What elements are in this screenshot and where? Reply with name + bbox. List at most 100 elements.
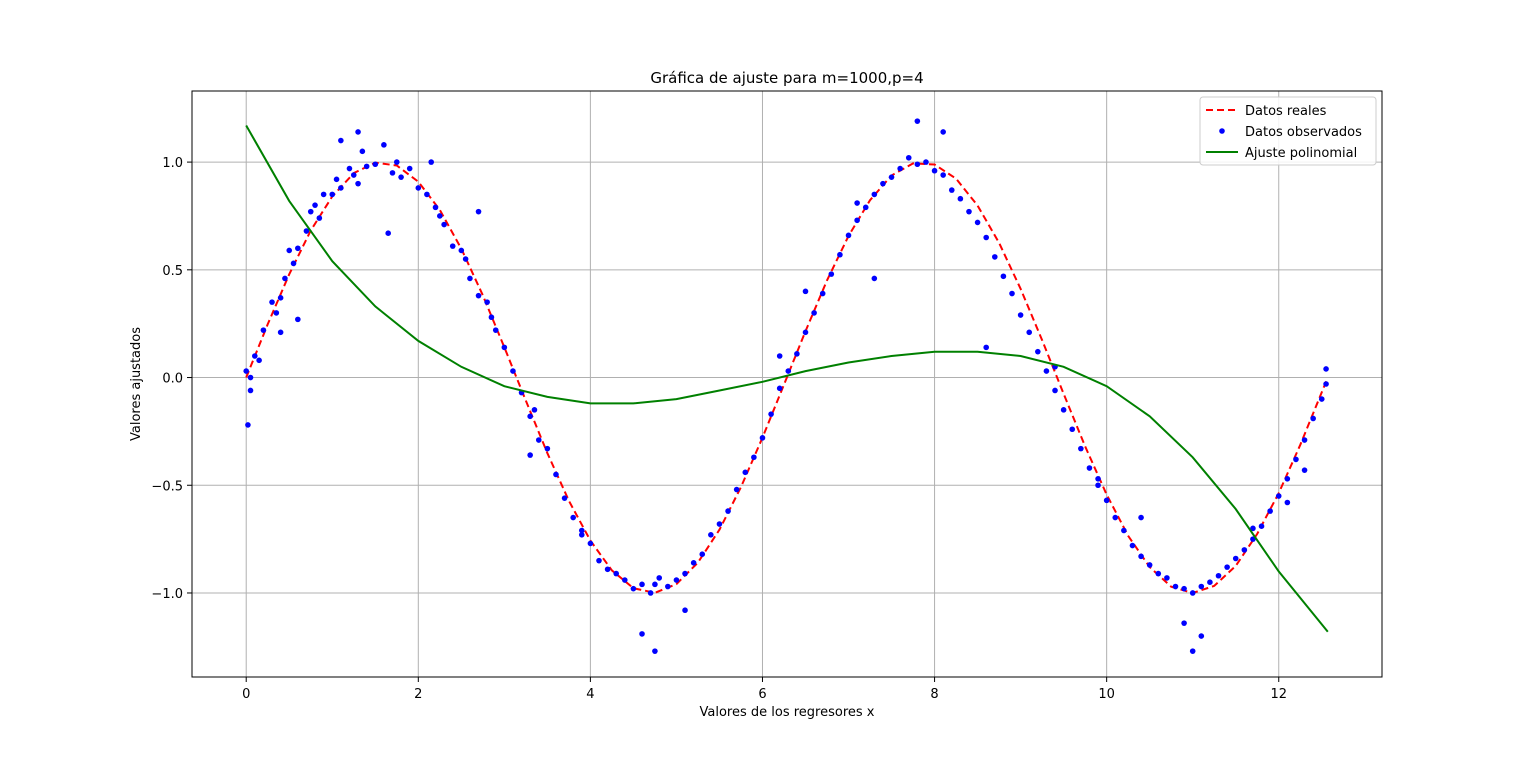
data-point [725,508,731,514]
data-point [1121,527,1127,534]
data-point [957,195,964,202]
x-tick-label: 12 [1270,687,1287,702]
data-point [316,215,323,221]
legend-label-ajuste-polinomial: Ajuste polinomial [1245,146,1357,161]
data-point [475,208,482,215]
data-point [828,271,835,277]
x-tick-label: 0 [242,687,250,702]
data-point [785,368,792,374]
data-point [897,165,903,172]
data-point [269,299,275,305]
data-point [1318,396,1325,402]
data-point [501,344,508,351]
data-point [282,275,288,282]
data-point [458,247,465,254]
legend-label-datos-reales: Datos reales [1245,104,1327,119]
data-point [652,581,658,588]
y-tick-label: −0.5 [151,479,183,494]
data-point [1000,273,1007,280]
data-point [578,527,585,534]
data-point [742,469,749,476]
data-point [247,387,254,394]
data-point [802,288,809,295]
data-point [862,204,869,211]
data-point [553,471,559,478]
data-point [437,213,443,219]
y-tick-label: −1.0 [151,587,183,602]
data-point [1275,493,1282,499]
data-point [888,174,895,180]
data-point [492,327,499,333]
data-point [596,557,602,564]
legend-label-datos-observados: Datos observados [1245,125,1362,140]
data-point [381,142,387,148]
data-point [940,172,946,178]
x-tick-label: 4 [586,687,594,702]
data-point [1224,564,1230,570]
data-point [622,577,628,583]
data-point [854,200,860,206]
data-point [252,353,258,359]
data-point [1146,562,1153,568]
data-point [983,234,989,241]
data-point [639,631,645,637]
data-point [931,167,938,174]
data-point [338,137,344,144]
data-point [307,208,314,215]
data-point [277,329,284,336]
data-point [1078,445,1084,452]
data-point [647,590,654,596]
data-point [1258,523,1265,529]
data-point [914,118,921,124]
data-point [733,486,740,493]
data-point [1301,437,1308,443]
x-tick-label: 8 [930,687,938,702]
data-point [1323,366,1329,372]
data-point [484,299,490,305]
data-point [290,260,297,267]
data-point [260,327,267,333]
data-point [665,583,671,590]
data-point [303,228,310,234]
data-point [1198,633,1205,639]
data-point [488,314,495,321]
data-point [991,254,998,260]
data-point [544,445,551,452]
data-point [286,247,293,254]
data-point [531,407,538,413]
data-point [355,180,361,187]
data-point [1284,475,1291,482]
data-point [845,232,852,239]
data-point [751,454,757,461]
data-point [441,221,447,228]
data-point [1189,590,1196,596]
data-point [776,353,783,359]
data-point [1155,570,1162,577]
data-point [811,310,817,316]
data-point [1095,482,1101,489]
data-point [1009,290,1015,297]
data-point [1323,381,1329,387]
data-point [794,351,800,357]
data-point [639,581,645,588]
data-point [1181,620,1187,626]
plot-area [243,118,1329,654]
data-point [432,204,439,211]
series-scatter-datos-observados [243,118,1329,654]
data-point [333,176,340,183]
chart-title: Gráfica de ajuste para m=1000,p=4 [650,69,923,87]
y-tick-label: 1.0 [162,156,183,171]
data-point [273,310,280,316]
legend-box [1199,96,1377,166]
x-tick-label: 6 [758,687,766,702]
data-point [256,357,262,364]
data-point [1052,387,1058,394]
data-point [424,191,430,198]
data-point [398,174,404,180]
data-point [776,385,783,392]
data-point [1198,583,1205,590]
data-point [802,329,809,336]
data-point [389,170,396,176]
data-point [652,648,658,654]
data-point [1293,456,1299,463]
